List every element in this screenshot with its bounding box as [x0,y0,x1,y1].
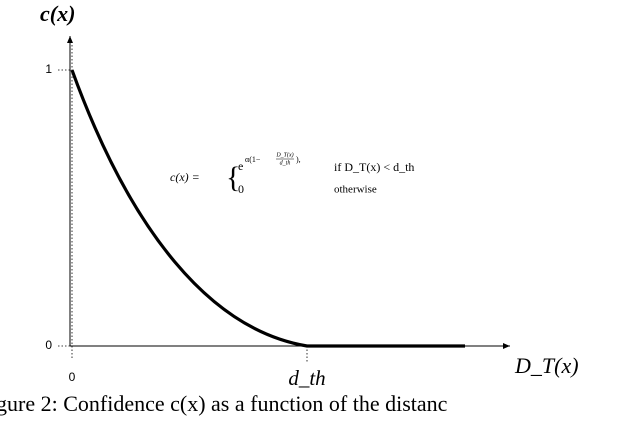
caption: gure 2: Confidence c(x) as a function of… [0,391,448,416]
y-tick-label: 0 [45,338,52,352]
y-tick-label: 1 [45,62,52,76]
x-tick-label: 0 [69,370,76,384]
y-axis-label: c(x) [40,1,75,26]
formula-condition: if D_T(x) < d_th [334,160,414,174]
formula-base: e [238,159,243,173]
formula-lhs: c(x) = [170,170,200,184]
formula-close: ), [296,155,301,164]
formula-numerator: D_T(x) [275,151,293,158]
confidence-curve [70,69,465,348]
x-tick-label: d_th [288,366,325,390]
formula-denominator: d_th [280,160,291,166]
formula-value: 0 [238,182,244,196]
brace: { [226,161,240,194]
x-axis-label: D_T(x) [514,353,579,378]
formula-condition: otherwise [334,184,377,196]
formula-exponent: α(1− [245,155,261,164]
